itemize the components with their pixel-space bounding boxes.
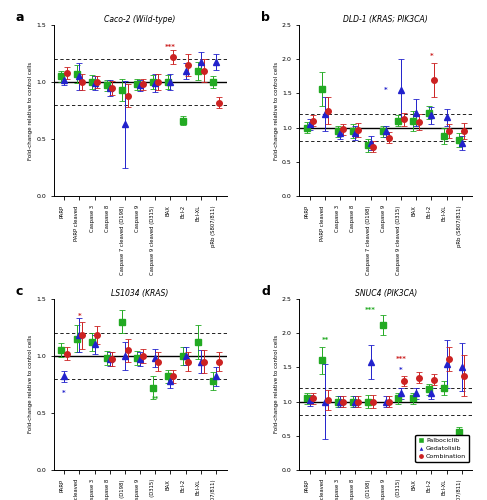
Text: b: b <box>261 12 270 24</box>
Text: *: * <box>430 53 433 59</box>
Text: **: ** <box>321 338 329 344</box>
Title: LS1034 (KRAS): LS1034 (KRAS) <box>112 289 169 298</box>
Title: DLD-1 (KRAS; PIK3CA): DLD-1 (KRAS; PIK3CA) <box>343 15 428 24</box>
Legend: Palbociclib, Gedatolisib, Combination: Palbociclib, Gedatolisib, Combination <box>415 434 469 462</box>
Text: *: * <box>62 390 66 396</box>
Text: ***: *** <box>365 306 376 312</box>
Title: SNUC4 (PIK3CA): SNUC4 (PIK3CA) <box>355 289 417 298</box>
Text: *: * <box>399 367 403 373</box>
Y-axis label: Fold-change relative to control cells: Fold-change relative to control cells <box>28 336 34 434</box>
Text: *: * <box>384 88 388 94</box>
Text: c: c <box>16 285 23 298</box>
Y-axis label: Fold-change relative to control cells: Fold-change relative to control cells <box>28 62 34 160</box>
Y-axis label: Fold-change relative to control cells: Fold-change relative to control cells <box>274 62 279 160</box>
Y-axis label: Fold-change relative to control cells: Fold-change relative to control cells <box>274 336 279 434</box>
Text: ***: *** <box>165 44 176 50</box>
Text: ***: *** <box>395 356 407 362</box>
Text: **: ** <box>151 396 159 402</box>
Text: *: * <box>77 314 81 320</box>
Title: Caco-2 (Wild-type): Caco-2 (Wild-type) <box>104 15 176 24</box>
Text: d: d <box>261 285 270 298</box>
Text: a: a <box>16 12 24 24</box>
